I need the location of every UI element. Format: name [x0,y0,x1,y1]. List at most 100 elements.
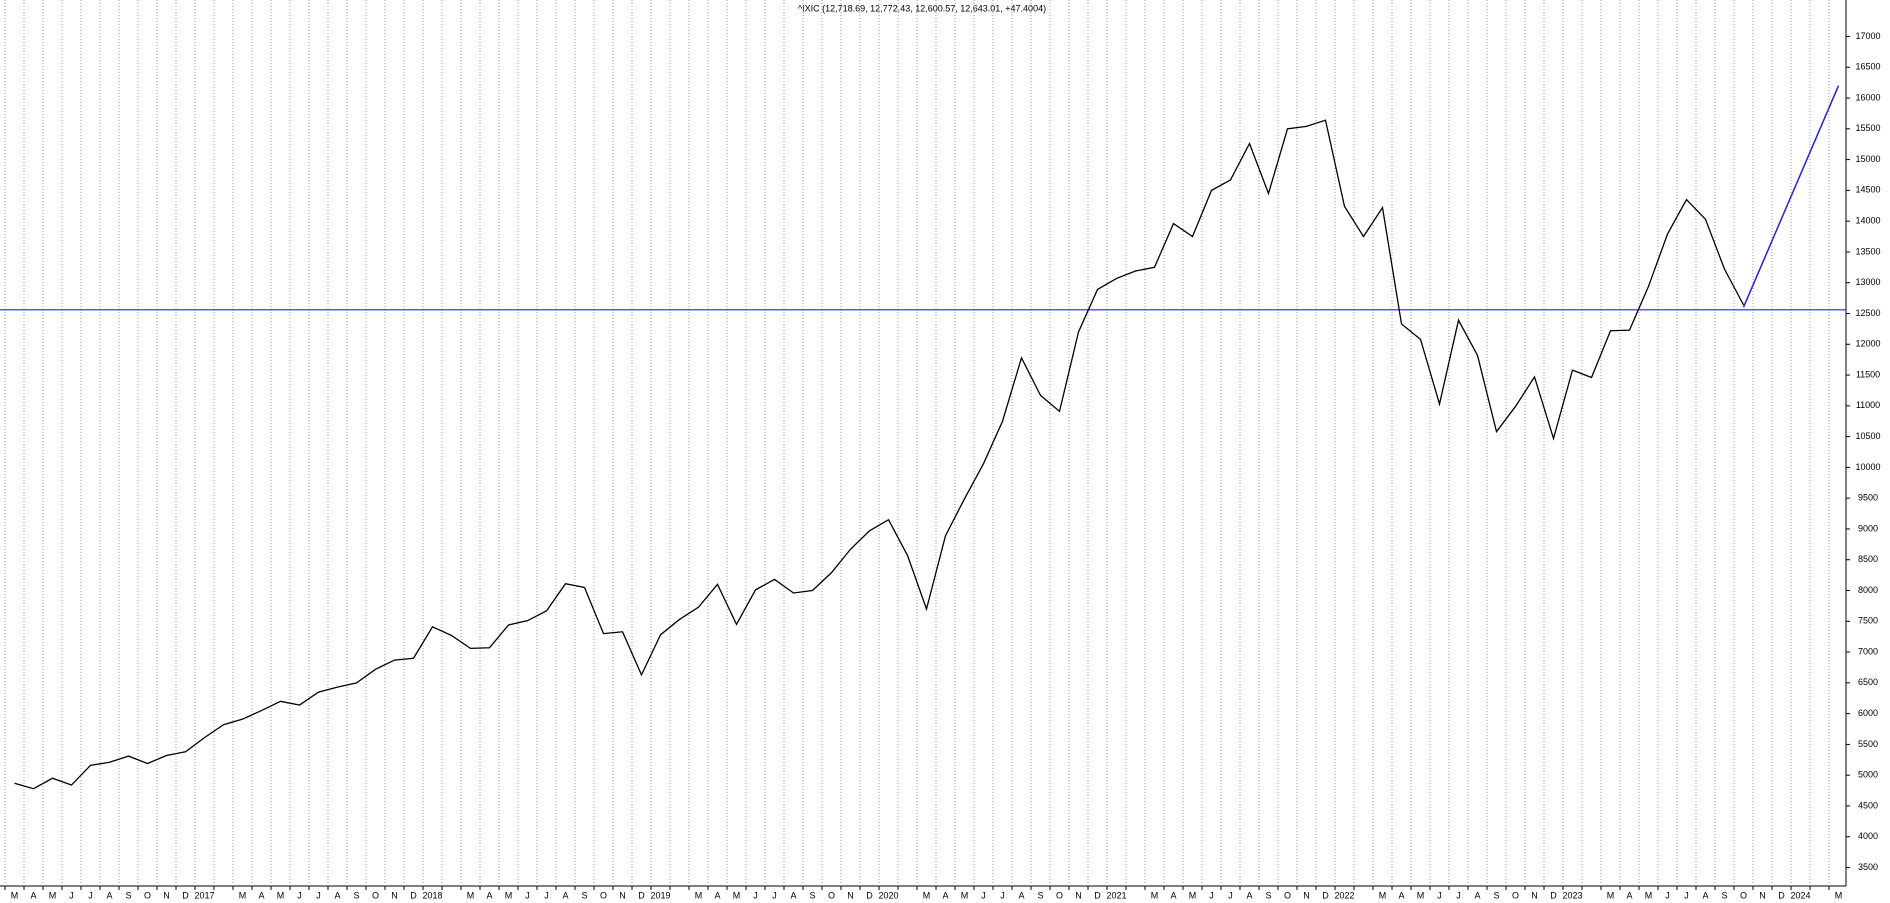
price-line [14,119,1745,790]
y-tick-label: 11000 [1856,400,1880,410]
y-tick-label: 16000 [1855,92,1880,102]
x-tick-label: D [638,890,645,900]
x-tick-label: S [1037,890,1043,900]
x-tick-label: 2021 [1106,890,1126,900]
x-tick-label: J [981,890,986,900]
y-tick-label: 15000 [1855,154,1880,164]
y-tick-label: 7500 [1858,616,1878,626]
y-tick-label: 16500 [1855,62,1880,72]
x-tick-label: A [1246,890,1252,900]
x-tick-label: J [1000,890,1005,900]
y-tick-label: 10000 [1855,462,1880,472]
x-tick-label: M [961,890,969,900]
x-tick-label: A [1018,890,1024,900]
x-tick-label: D [1094,890,1101,900]
x-tick-label: M [1645,890,1653,900]
x-tick-label: A [1170,890,1176,900]
y-tick-label: 4000 [1858,831,1878,841]
x-tick-label: 2019 [650,890,670,900]
y-tick-label: 14500 [1855,185,1880,195]
x-tick-label: A [562,890,568,900]
x-tick-label: O [372,890,379,900]
x-tick-label: D [1550,890,1557,900]
x-tick-label: D [410,890,417,900]
y-tick-label: 13500 [1855,246,1880,256]
x-tick-label: O [600,890,607,900]
x-tick-label: 2018 [422,890,442,900]
x-tick-label: O [828,890,835,900]
x-tick-label: N [1075,890,1082,900]
x-tick-label: D [1322,890,1329,900]
x-tick-label: D [1778,890,1785,900]
x-tick-label: J [297,890,302,900]
y-tick-label: 15500 [1855,123,1880,133]
x-tick-label: A [106,890,112,900]
x-tick-label: A [1626,890,1632,900]
x-tick-label: J [1665,890,1670,900]
x-tick-label: M [1379,890,1387,900]
x-tick-label: O [1284,890,1291,900]
y-tick-label: 3500 [1858,862,1878,872]
y-tick-label: 9000 [1858,523,1878,533]
y-tick-label: 9500 [1858,493,1878,503]
x-tick-label: M [11,890,19,900]
y-tick-label: 4500 [1858,800,1878,810]
x-tick-label: M [239,890,247,900]
y-tick-label: 5500 [1858,739,1878,749]
x-tick-label: 2022 [1334,890,1354,900]
x-tick-label: A [486,890,492,900]
x-tick-label: S [1493,890,1499,900]
x-tick-label: M [49,890,57,900]
y-tick-label: 14000 [1855,216,1880,226]
x-tick-label: M [1189,890,1197,900]
x-tick-label: D [182,890,189,900]
x-tick-label: 2017 [194,890,214,900]
x-tick-label: M [277,890,285,900]
x-tick-label: A [790,890,796,900]
x-tick-label: J [69,890,74,900]
x-tick-label: A [942,890,948,900]
x-tick-label: A [1702,890,1708,900]
x-tick-label: J [1684,890,1689,900]
x-tick-label: M [1417,890,1425,900]
x-tick-label: J [1228,890,1233,900]
x-tick-label: A [30,890,36,900]
x-tick-label: J [1209,890,1214,900]
x-tick-label: 2023 [1562,890,1582,900]
x-tick-label: S [1721,890,1727,900]
chart-title: ^IXIC (12,718.69, 12,772.43, 12,600.57, … [798,3,1046,13]
x-tick-label: M [1151,890,1159,900]
x-tick-label: J [88,890,93,900]
y-tick-label: 13000 [1855,277,1880,287]
x-tick-label: A [258,890,264,900]
x-tick-label: S [353,890,359,900]
x-tick-label: J [544,890,549,900]
y-tick-label: 8000 [1858,585,1878,595]
x-tick-label: J [316,890,321,900]
trend-line [1742,85,1840,308]
y-tick-label: 8500 [1858,554,1878,564]
x-tick-label: O [1512,890,1519,900]
y-tick-label: 6000 [1858,708,1878,718]
x-tick-label: N [163,890,170,900]
y-tick-label: 6500 [1858,677,1878,687]
x-tick-label: J [525,890,530,900]
x-tick-label: J [1437,890,1442,900]
x-tick-label: N [1531,890,1538,900]
x-tick-label: M [1835,890,1843,900]
y-tick-label: 7000 [1858,646,1878,656]
x-tick-label: M [923,890,931,900]
x-tick-label: S [1265,890,1271,900]
x-tick-label: S [125,890,131,900]
y-tick-label: 10500 [1855,431,1880,441]
x-tick-label: O [1056,890,1063,900]
x-tick-label: J [753,890,758,900]
x-tick-label: N [619,890,626,900]
x-tick-label: A [1474,890,1480,900]
x-tick-label: D [866,890,873,900]
x-tick-label: A [714,890,720,900]
x-tick-label: 2024 [1790,890,1810,900]
y-tick-label: 12000 [1855,339,1880,349]
y-tick-label: 17000 [1855,31,1880,41]
